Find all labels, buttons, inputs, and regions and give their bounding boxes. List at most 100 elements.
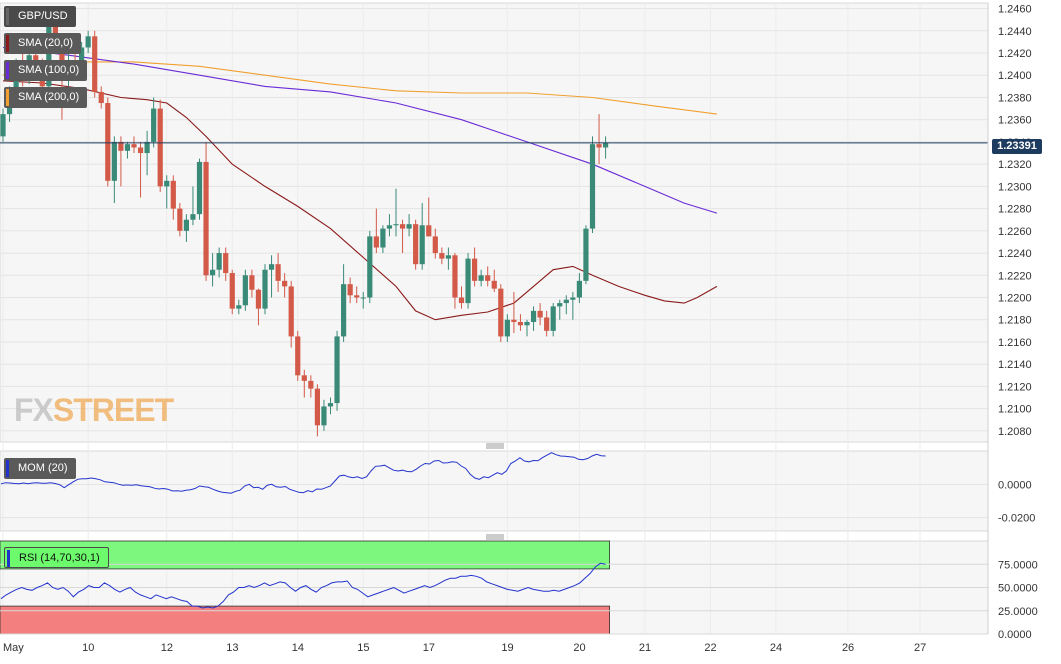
rsi-marker bbox=[7, 550, 10, 567]
bear-candle bbox=[255, 288, 262, 326]
bull-candle bbox=[589, 136, 596, 234]
bull-candle bbox=[367, 230, 373, 304]
bear-candle bbox=[170, 175, 176, 220]
bear-candle bbox=[413, 219, 419, 270]
candle-body bbox=[301, 375, 307, 381]
bear-candle bbox=[137, 141, 144, 198]
bear-candle bbox=[98, 86, 104, 109]
sma200-line bbox=[2, 61, 717, 115]
mom-badge[interactable]: MOM (20) bbox=[4, 458, 76, 479]
candle-body bbox=[203, 161, 209, 276]
bull-candle bbox=[360, 291, 366, 309]
candle-body bbox=[0, 114, 6, 137]
bear-candle bbox=[275, 253, 281, 292]
mom-panel bbox=[0, 450, 989, 532]
price-tick-label: 1.2300 bbox=[998, 181, 1032, 193]
bear-candle bbox=[485, 266, 491, 287]
bear-candle bbox=[157, 99, 163, 192]
candle-body bbox=[603, 143, 609, 148]
candle-body bbox=[386, 225, 393, 229]
symbol-label: GBP/USD bbox=[18, 10, 68, 22]
rsi-badge[interactable]: RSI (14,70,30,1) bbox=[4, 547, 109, 568]
bear-candle bbox=[426, 197, 432, 237]
bull-candle bbox=[196, 158, 203, 220]
price-tick-label: 1.2080 bbox=[998, 426, 1032, 438]
candle-body bbox=[157, 108, 163, 187]
time-tick-label: 27 bbox=[914, 642, 926, 654]
candle-body bbox=[223, 253, 229, 274]
candle-body bbox=[98, 91, 104, 104]
fxstreet-watermark: FXSTREET bbox=[14, 392, 174, 429]
price-tick-label: 1.2360 bbox=[998, 115, 1032, 127]
candle-body bbox=[426, 225, 432, 237]
bull-candle bbox=[0, 108, 6, 142]
symbol-badge[interactable]: GBP/USD bbox=[4, 6, 76, 27]
bear-candle bbox=[308, 375, 314, 398]
bull-candle bbox=[393, 188, 399, 237]
candle-body bbox=[79, 47, 85, 70]
time-tick-label: 24 bbox=[770, 642, 782, 654]
bull-candle bbox=[445, 247, 451, 270]
candle-body bbox=[445, 255, 451, 259]
price-tick-label: 1.2460 bbox=[998, 4, 1032, 16]
candle-body bbox=[413, 224, 419, 265]
bull-candle bbox=[236, 299, 242, 315]
bear-candle bbox=[288, 280, 294, 348]
candle-body bbox=[118, 141, 124, 151]
bull-candle bbox=[386, 214, 393, 237]
candle-body bbox=[210, 269, 216, 276]
candle-body bbox=[550, 306, 556, 331]
candle-body bbox=[432, 236, 438, 254]
candle-body bbox=[498, 288, 504, 337]
candle-body bbox=[334, 336, 340, 404]
mom-label: MOM (20) bbox=[18, 462, 68, 474]
sma200-badge[interactable]: SMA (200,0) bbox=[4, 87, 88, 108]
candle-body bbox=[596, 144, 602, 148]
candle-body bbox=[242, 275, 248, 306]
candle-body bbox=[452, 255, 458, 298]
candle-body bbox=[406, 224, 412, 229]
candle-body bbox=[262, 269, 268, 309]
time-tick-label: 22 bbox=[704, 642, 716, 654]
candle-body bbox=[327, 403, 334, 407]
time-tick-label: 26 bbox=[842, 642, 854, 654]
candle-body bbox=[360, 297, 366, 299]
candle-body bbox=[137, 147, 144, 154]
price-tick-label: 1.2280 bbox=[998, 204, 1032, 216]
candle-body bbox=[373, 236, 379, 248]
bear-candle bbox=[105, 97, 111, 187]
bear-candle bbox=[373, 208, 379, 254]
price-tick-label: 1.2120 bbox=[998, 381, 1032, 393]
sma200-marker bbox=[6, 89, 9, 106]
bull-candle bbox=[321, 399, 327, 431]
bear-candle bbox=[203, 141, 209, 281]
time-tick-label: 10 bbox=[82, 642, 94, 654]
watermark-prefix: FX bbox=[14, 392, 54, 428]
bear-candle bbox=[314, 384, 320, 437]
sma20-badge[interactable]: SMA (20,0) bbox=[4, 33, 82, 54]
time-tick-label: 14 bbox=[292, 642, 304, 654]
bull-candle bbox=[341, 264, 347, 342]
candle-body bbox=[583, 228, 589, 281]
price-tick-label: 1.2220 bbox=[998, 270, 1032, 282]
bear-candle bbox=[131, 136, 137, 154]
bear-candle bbox=[282, 273, 288, 298]
candle-body bbox=[563, 299, 569, 304]
time-tick-label: May bbox=[3, 642, 24, 654]
bear-candle bbox=[177, 203, 183, 237]
candle-body bbox=[537, 310, 543, 318]
price-tick-label: 1.2380 bbox=[998, 92, 1032, 104]
time-tick-label: 13 bbox=[226, 642, 238, 654]
candle-body bbox=[367, 236, 373, 298]
bear-candle bbox=[452, 253, 458, 309]
candle-body bbox=[151, 108, 157, 142]
sma100-badge[interactable]: SMA (100,0) bbox=[4, 60, 88, 81]
bear-candle bbox=[472, 247, 478, 287]
bull-candle bbox=[210, 253, 216, 287]
candle-body bbox=[511, 319, 517, 322]
candle-body bbox=[295, 336, 301, 376]
sma200-label: SMA (200,0) bbox=[18, 91, 80, 103]
time-tick-label: 20 bbox=[573, 642, 585, 654]
